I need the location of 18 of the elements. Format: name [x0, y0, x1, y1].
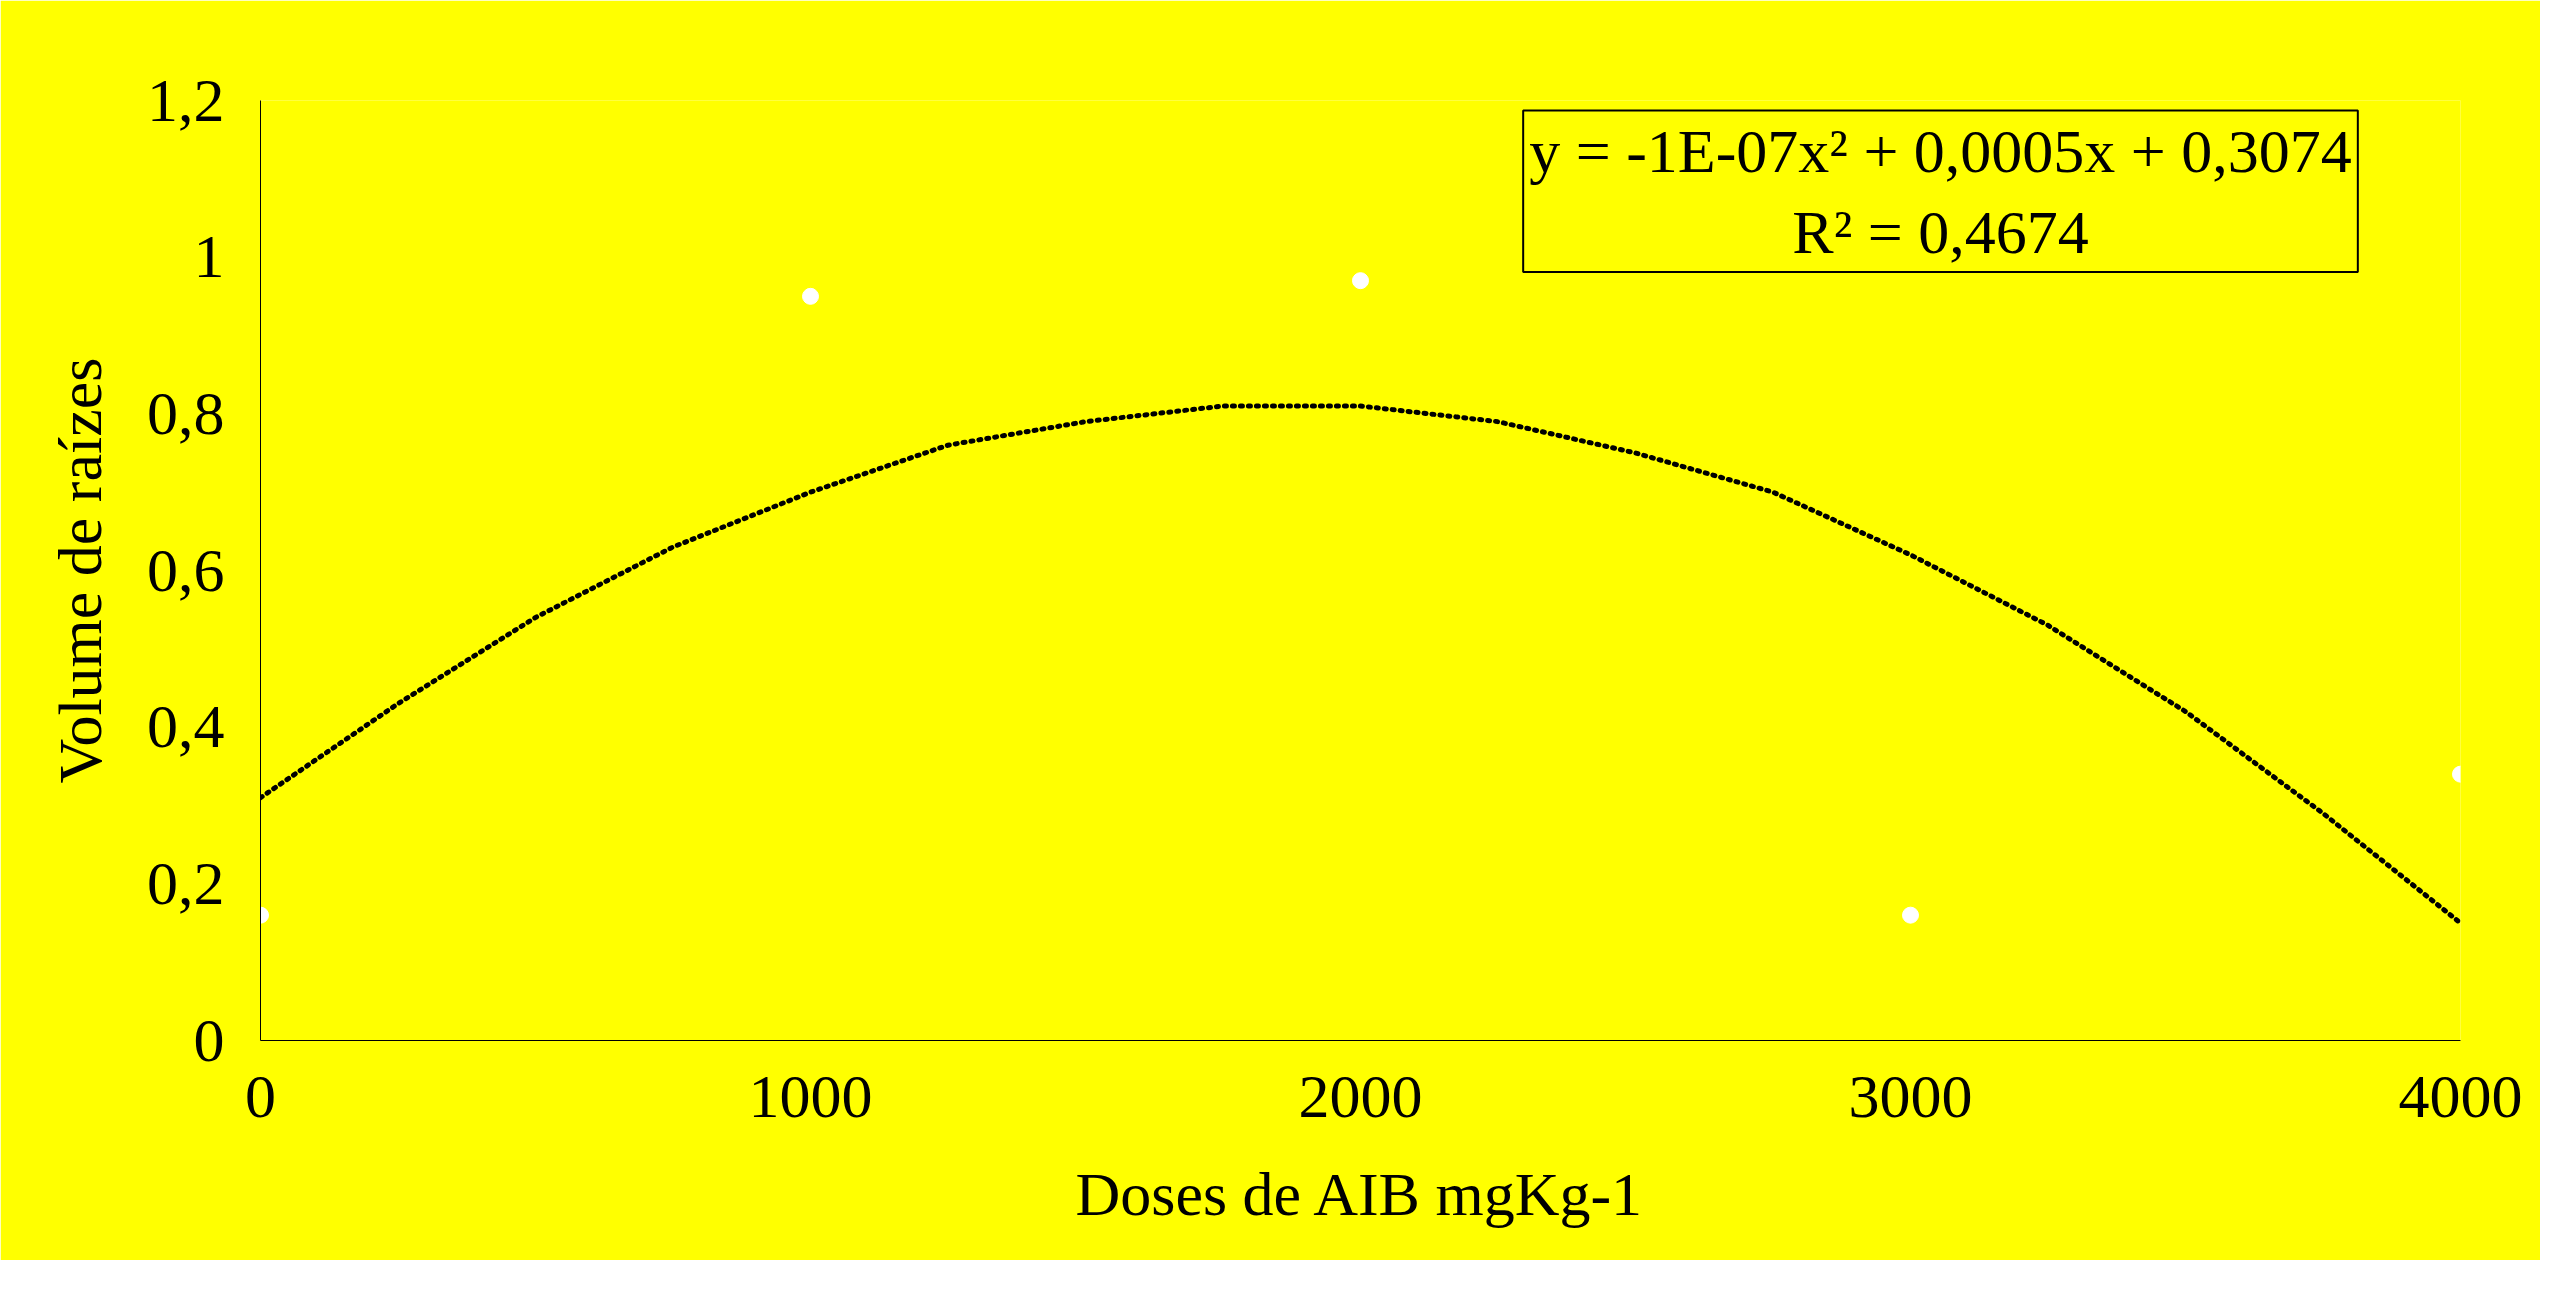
y-tick-label: 1 [193, 222, 225, 291]
y-axis-title: Volume de raízes [46, 357, 114, 784]
x-tick-label: 2000 [1298, 1061, 1423, 1130]
y-tick-label: 0,4 [147, 692, 225, 761]
y-tick-label: 0,6 [147, 535, 225, 604]
y-tick-label: 1,2 [147, 65, 225, 134]
annotation: y = -1E-07x² + 0,0005x + 0,3074 R² = 0,4674 [1529, 116, 2352, 267]
y-tick-label: 0,2 [147, 848, 225, 917]
x-tick-label: 0 [245, 1061, 276, 1130]
x-tick-label: 1000 [748, 1061, 873, 1130]
point [1902, 906, 1919, 924]
point [1352, 272, 1369, 290]
x-axis-title: Doses de AIB mgKg-1 [1075, 1159, 1643, 1228]
x-tick-label: 3000 [1848, 1061, 1973, 1130]
y-tick-label: 0,8 [147, 378, 225, 447]
y-tick-label: 0 [193, 1005, 225, 1074]
point [802, 287, 819, 305]
x-tick-label: 4000 [2398, 1061, 2523, 1130]
